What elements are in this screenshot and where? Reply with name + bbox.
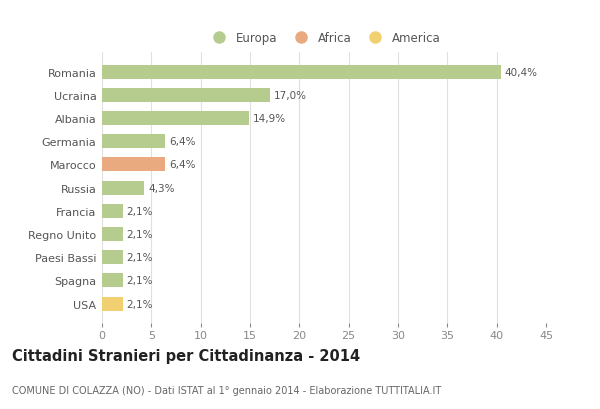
Text: COMUNE DI COLAZZA (NO) - Dati ISTAT al 1° gennaio 2014 - Elaborazione TUTTITALIA: COMUNE DI COLAZZA (NO) - Dati ISTAT al 1…	[12, 384, 441, 395]
Text: 14,9%: 14,9%	[253, 114, 286, 124]
Bar	[102, 274, 123, 288]
Text: 2,1%: 2,1%	[127, 253, 153, 263]
Text: 2,1%: 2,1%	[127, 229, 153, 239]
Bar	[102, 158, 165, 172]
Text: 2,1%: 2,1%	[127, 206, 153, 216]
Bar	[102, 135, 165, 149]
Text: 4,3%: 4,3%	[148, 183, 175, 193]
Bar	[102, 227, 123, 241]
Text: 2,1%: 2,1%	[127, 299, 153, 309]
Bar	[102, 112, 249, 126]
Bar	[102, 204, 123, 218]
Text: 2,1%: 2,1%	[127, 276, 153, 286]
Bar	[102, 89, 270, 103]
Bar	[102, 297, 123, 311]
Bar	[102, 181, 145, 195]
Bar	[102, 65, 500, 79]
Text: 6,4%: 6,4%	[169, 137, 196, 147]
Text: 17,0%: 17,0%	[274, 90, 307, 101]
Text: Cittadini Stranieri per Cittadinanza - 2014: Cittadini Stranieri per Cittadinanza - 2…	[12, 348, 360, 363]
Legend: Europa, Africa, America: Europa, Africa, America	[205, 29, 443, 47]
Text: 40,4%: 40,4%	[505, 67, 538, 77]
Text: 6,4%: 6,4%	[169, 160, 196, 170]
Bar	[102, 251, 123, 265]
